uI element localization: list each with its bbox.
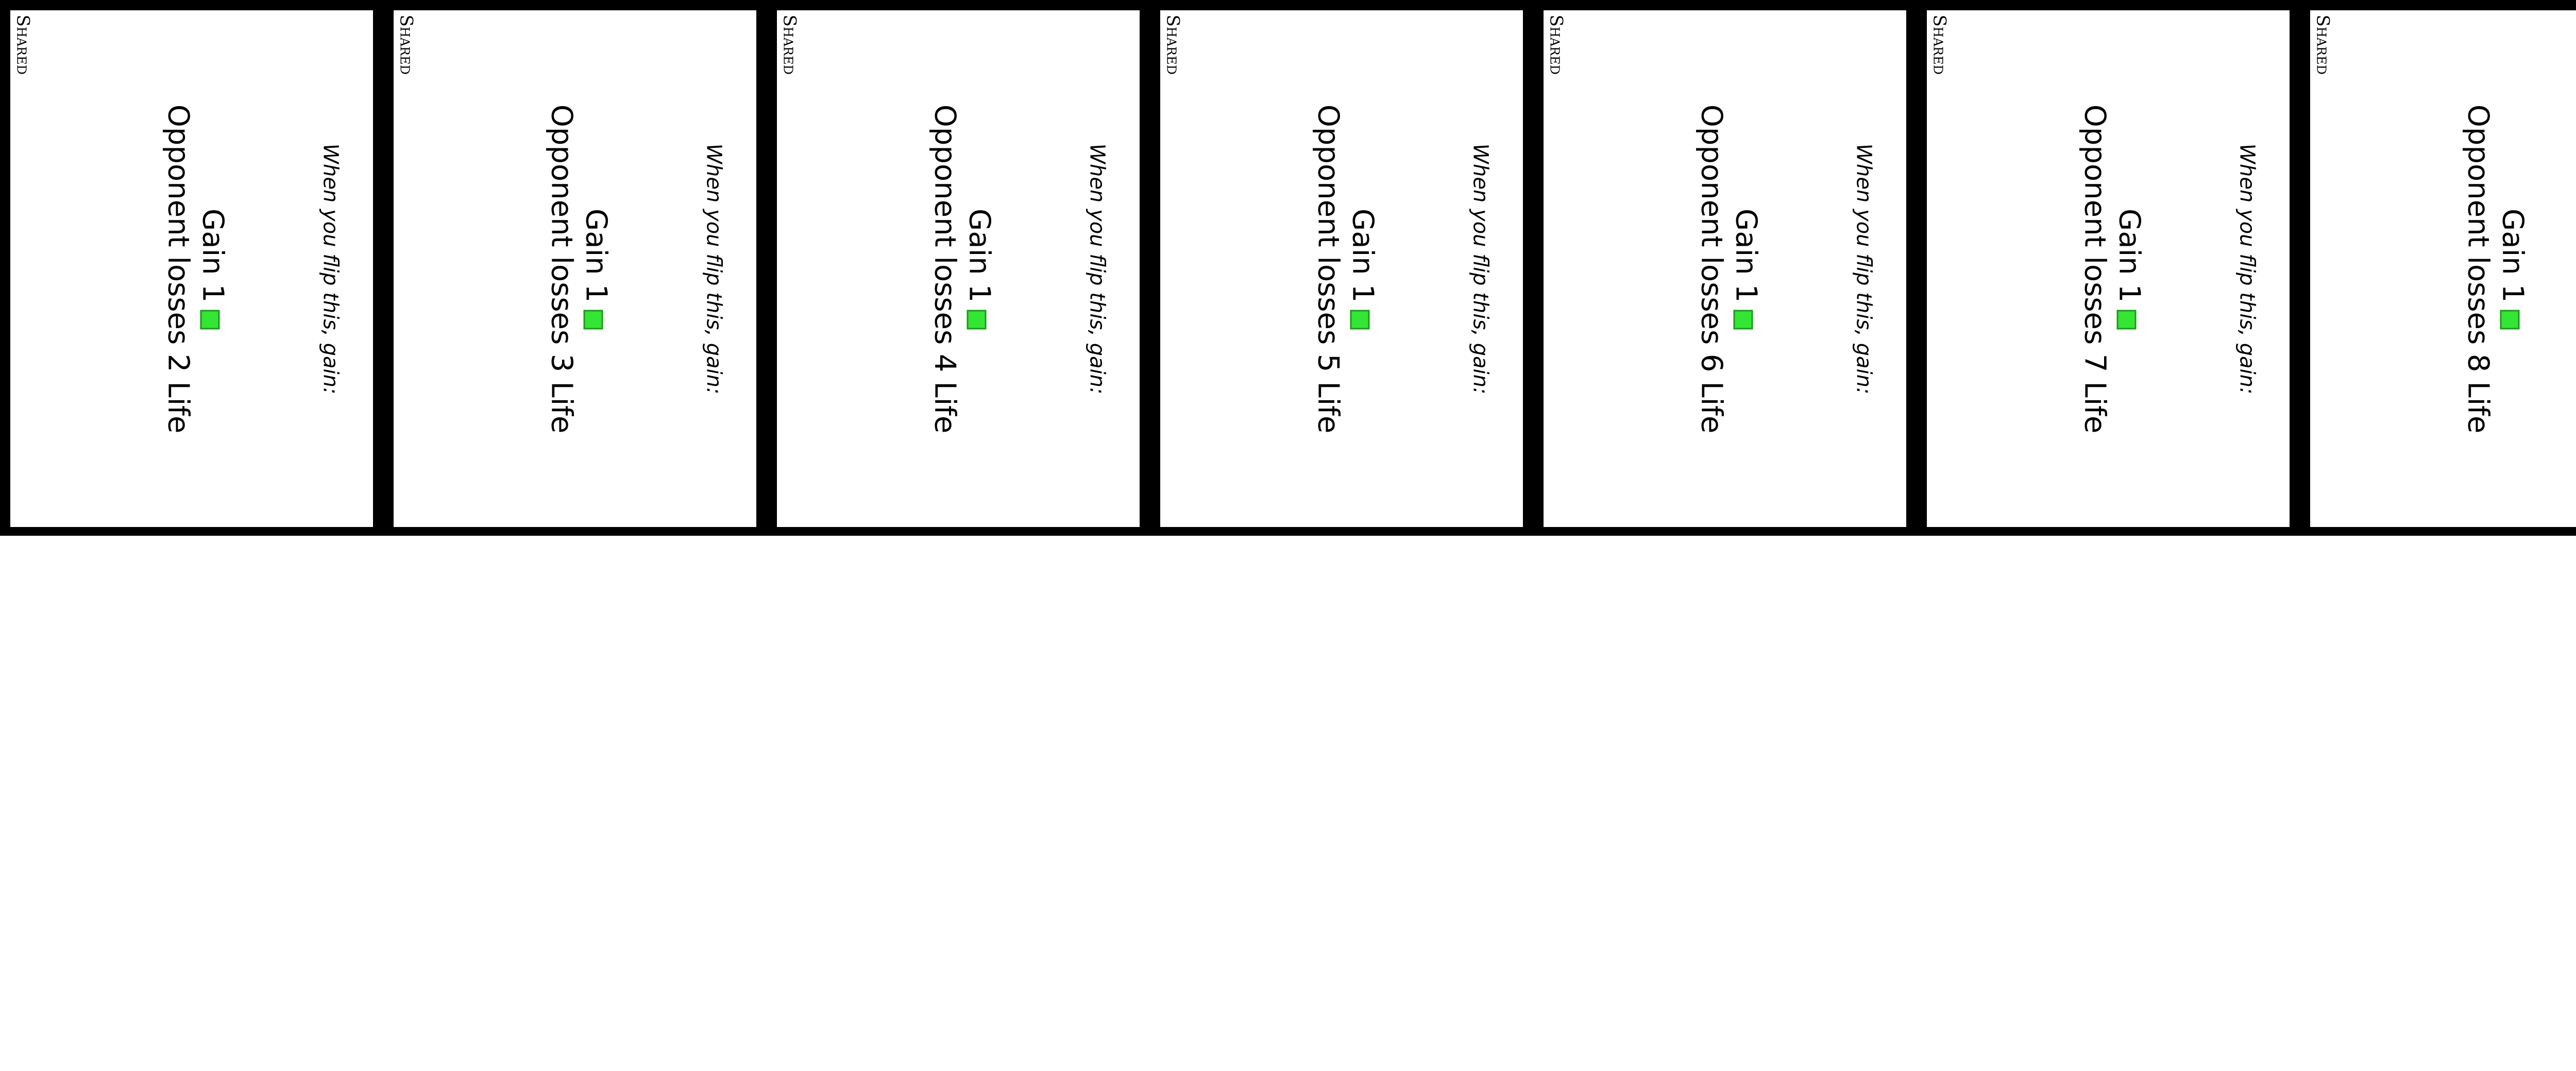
gain-line: Gain 1: [961, 10, 997, 527]
trigger-text: When you flip this, gain:: [1468, 143, 1492, 395]
trigger-text: When you flip this, gain:: [1852, 143, 1875, 395]
gain-text: Gain 1: [579, 208, 613, 302]
gain-line: Gain 1: [2111, 10, 2147, 527]
gain-text: Gain 1: [2496, 208, 2529, 302]
card-tag: Shared: [1929, 14, 1950, 75]
gain-line: Gain 1: [194, 10, 230, 527]
effect-text: Opponent losses 3 Life: [545, 104, 578, 433]
trigger-text: When you flip this, gain:: [1085, 143, 1109, 395]
card-tag: Shared: [2312, 14, 2333, 75]
card-tag: Shared: [1546, 14, 1566, 75]
gain-line: Gain 1: [1727, 10, 1764, 527]
effect-text: Opponent losses 7 Life: [2078, 104, 2111, 433]
trigger-text: When you flip this, gain:: [318, 143, 342, 395]
gain-text: Gain 1: [962, 208, 996, 302]
effect-text: Opponent losses 5 Life: [1311, 104, 1345, 433]
card-tag: Shared: [1162, 14, 1183, 75]
trigger-text: When you flip this, gain:: [702, 143, 725, 395]
gain-line: Gain 1: [2494, 10, 2530, 527]
resource-icon: [1733, 309, 1753, 329]
card-tag: Shared: [396, 14, 416, 75]
effect-text: Opponent losses 6 Life: [1694, 104, 1728, 433]
resource-icon: [2500, 309, 2519, 329]
gain-line: Gain 1: [1344, 10, 1380, 527]
gain-text: Gain 1: [196, 208, 229, 302]
gain-text: Gain 1: [2112, 208, 2146, 302]
effect-text: Opponent losses 8 Life: [2461, 104, 2495, 433]
effect-text: Opponent losses 2 Life: [161, 104, 195, 433]
resource-icon: [967, 309, 986, 329]
gain-text: Gain 1: [1729, 208, 1762, 302]
trigger-text: When you flip this, gain:: [2235, 143, 2259, 395]
resource-icon: [200, 309, 219, 329]
gain-line: Gain 1: [578, 10, 614, 527]
card-tag: Shared: [779, 14, 800, 75]
card-tag: Shared: [12, 14, 33, 75]
card-strip: When you flip this, gain: Gain 1 Opponent …: [0, 0, 2576, 536]
card: When you flip this, gain:Gain 1Opponent …: [2310, 10, 2576, 527]
card-content: When you flip this, gain:Gain 1Opponent …: [2310, 10, 2576, 527]
gain-text: Gain 1: [1346, 208, 1379, 302]
resource-icon: [2116, 309, 2136, 329]
effect-text: Opponent losses 4 Life: [928, 104, 961, 433]
resource-icon: [583, 309, 603, 329]
resource-icon: [1350, 309, 1369, 329]
